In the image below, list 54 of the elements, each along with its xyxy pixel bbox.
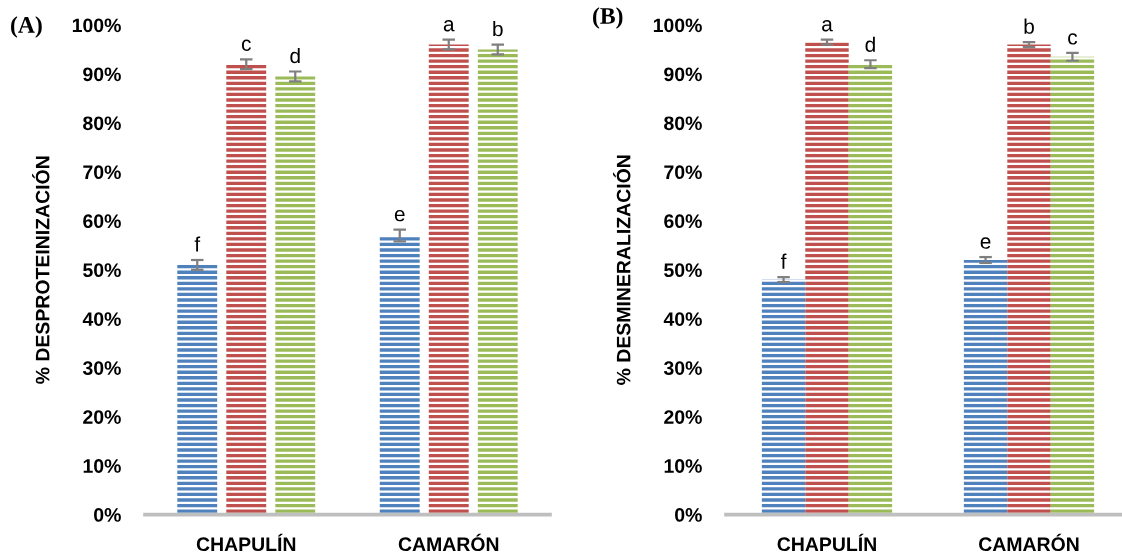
y-tick-label: 0% [94, 508, 121, 522]
y-tick-label: 100% [72, 18, 121, 33]
bar [177, 264, 218, 515]
bar [1050, 56, 1095, 515]
bar [428, 44, 469, 515]
y-tick-label: 20% [664, 410, 702, 424]
data-label: a [822, 19, 833, 32]
y-tick-label: 60% [83, 214, 121, 229]
bar [1007, 44, 1051, 515]
data-label: d [290, 47, 300, 64]
y-tick-label: 30% [82, 361, 121, 375]
bar [275, 76, 316, 515]
y-tick-label: 0% [675, 508, 702, 522]
y-tick-label: 50% [83, 263, 121, 278]
data-label: c [241, 39, 251, 51]
y-tick-label: 10% [83, 459, 121, 473]
y-tick-label: 70% [664, 165, 702, 180]
data-label: f [780, 253, 787, 269]
data-label: a [443, 19, 455, 32]
x-tick-label: CHAPULÍN [196, 533, 296, 552]
y-tick-label: 100% [653, 18, 702, 33]
y-tick-label: 30% [663, 361, 702, 375]
chart-title: (B) [593, 7, 623, 29]
bar [226, 64, 267, 515]
bar [761, 279, 806, 515]
data-label: c [1068, 33, 1078, 45]
bar [963, 260, 1008, 515]
y-tick-label: 50% [664, 263, 702, 278]
bar [379, 235, 420, 515]
y-tick-label: 60% [664, 214, 702, 229]
data-label: d [865, 36, 875, 52]
chart-title: (A) [11, 16, 42, 38]
y-tick-label: 40% [663, 312, 702, 326]
y-axis-title: % DESMINERALIZACIÓN [613, 155, 631, 385]
y-tick-label: 80% [83, 116, 121, 131]
y-tick-label: 90% [83, 67, 121, 82]
y-tick-label: 80% [664, 116, 702, 131]
data-label: e [980, 237, 991, 249]
x-tick-label: CAMARÓN [979, 533, 1079, 552]
y-tick-label: 70% [83, 165, 121, 180]
bar [477, 49, 518, 515]
bar [805, 42, 849, 515]
data-label: e [394, 209, 405, 222]
y-axis-title: % DESPROTEINIZACIÓN [32, 156, 50, 384]
y-tick-label: 40% [82, 312, 121, 326]
x-tick-label: CHAPULÍN [777, 533, 876, 552]
data-label: b [1024, 18, 1034, 34]
x-tick-label: CAMARÓN [398, 533, 499, 552]
y-tick-label: 90% [664, 67, 702, 82]
bar [848, 64, 893, 515]
data-label: b [493, 21, 503, 37]
data-label: f [194, 236, 201, 252]
y-tick-label: 10% [664, 459, 702, 473]
y-tick-label: 20% [83, 410, 121, 424]
